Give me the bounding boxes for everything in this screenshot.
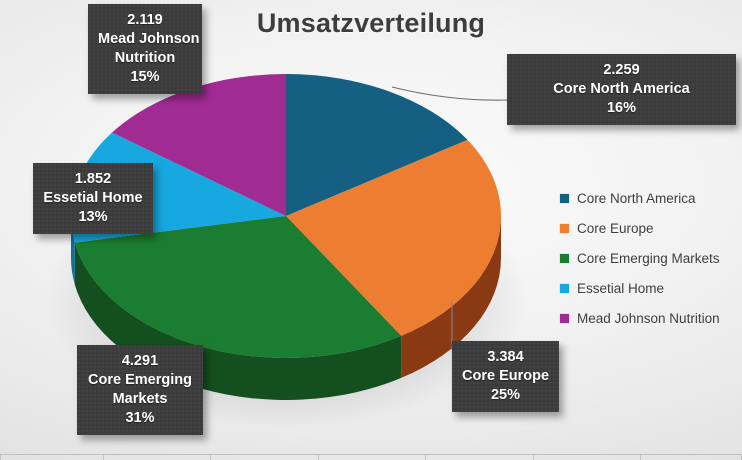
legend-swatch bbox=[560, 193, 569, 203]
data-label-name: Core Europe bbox=[462, 368, 550, 384]
data-label-core-europe[interactable]: 3.384 Core Europe 25% bbox=[452, 341, 559, 412]
data-label-percent: 13% bbox=[78, 209, 108, 225]
legend-item[interactable]: Core Emerging Markets bbox=[560, 243, 720, 273]
grid-vertical-line bbox=[210, 455, 211, 460]
data-label-name: Mead Johnson bbox=[98, 31, 200, 47]
grid-vertical-line bbox=[640, 455, 641, 460]
data-label-core-north-america[interactable]: 2.259 Core North America 16% bbox=[507, 54, 736, 125]
grid-vertical-line bbox=[318, 455, 319, 460]
data-label-value: 2.119 bbox=[127, 12, 163, 28]
data-label-name: Core Emerging bbox=[88, 372, 192, 388]
pie-slice-mead-johnson-nutrition[interactable] bbox=[112, 74, 287, 216]
data-label-essetial-home[interactable]: 1.852 Essetial Home 13% bbox=[33, 163, 153, 234]
legend-swatch bbox=[560, 223, 569, 233]
data-label-name-2: Markets bbox=[112, 391, 168, 407]
data-label-value: 2.259 bbox=[603, 62, 640, 78]
data-label-name-2: Nutrition bbox=[114, 50, 176, 66]
legend-item[interactable]: Essetial Home bbox=[560, 273, 720, 303]
grid-vertical-line bbox=[425, 455, 426, 460]
data-label-core-emerging-markets[interactable]: 4.291 Core Emerging Markets 31% bbox=[77, 345, 203, 435]
legend-label: Core Emerging Markets bbox=[577, 250, 720, 266]
grid-horizontal-line bbox=[0, 454, 742, 455]
legend-item[interactable]: Core North America bbox=[560, 183, 720, 213]
pie-top-face[interactable] bbox=[71, 74, 502, 359]
grid-vertical-line bbox=[533, 455, 534, 460]
legend-item[interactable]: Mead Johnson Nutrition bbox=[560, 303, 720, 333]
data-label-mead-johnson-nutrition[interactable]: 2.119 Mead Johnson Nutrition 15% bbox=[88, 4, 202, 94]
chart-title: Umsatzverteilung bbox=[256, 8, 486, 38]
grid-vertical-line bbox=[103, 455, 104, 460]
data-label-percent: 16% bbox=[606, 100, 637, 116]
grid-vertical-line bbox=[0, 455, 1, 460]
data-label-name: Essetial Home bbox=[43, 190, 143, 206]
pie-slice-side-core-europe bbox=[401, 216, 501, 378]
data-label-value: 1.852 bbox=[74, 171, 112, 187]
pie-slice-side-essetial-home bbox=[71, 216, 75, 285]
pie-slice-core-europe[interactable] bbox=[286, 139, 502, 336]
data-label-percent: 25% bbox=[490, 387, 521, 403]
legend-label: Mead Johnson Nutrition bbox=[577, 310, 720, 326]
chart-legend[interactable]: Core North America Core Europe Core Emergi… bbox=[560, 183, 720, 333]
legend-swatch bbox=[560, 283, 569, 293]
pie-slice-core-north-america[interactable] bbox=[286, 74, 468, 216]
legend-swatch bbox=[560, 253, 569, 263]
pie-slice-core-emerging-markets[interactable] bbox=[74, 216, 402, 359]
data-label-value: 3.384 bbox=[487, 349, 524, 365]
legend-label: Essetial Home bbox=[577, 280, 665, 296]
legend-swatch bbox=[560, 313, 569, 323]
data-label-value: 4.291 bbox=[121, 353, 159, 369]
data-label-percent: 31% bbox=[125, 410, 155, 426]
data-label-percent: 15% bbox=[130, 69, 160, 85]
legend-label: Core North America bbox=[577, 190, 696, 206]
data-label-name: Core North America bbox=[553, 81, 690, 97]
legend-item[interactable]: Core Europe bbox=[560, 213, 720, 243]
leader-line-core-north-america bbox=[391, 86, 509, 101]
legend-label: Core Europe bbox=[577, 220, 654, 236]
